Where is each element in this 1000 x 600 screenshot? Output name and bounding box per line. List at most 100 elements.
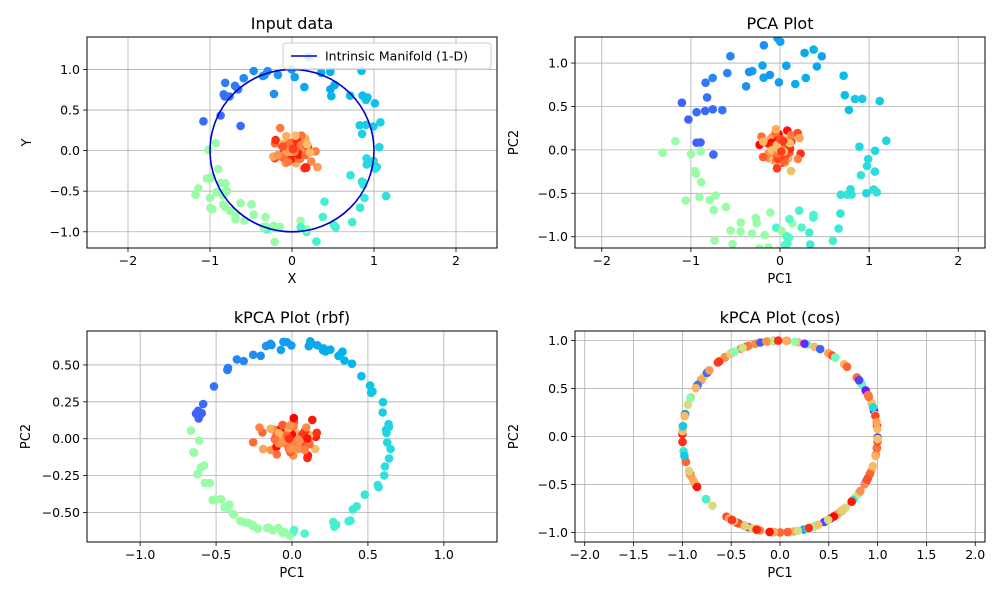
data-point (199, 461, 209, 470)
data-point (296, 216, 305, 226)
x-tick-label: −0.5 (201, 547, 231, 562)
data-point (842, 362, 852, 372)
data-point (709, 150, 718, 159)
data-point (271, 135, 280, 145)
data-point (348, 505, 358, 514)
data-point (805, 240, 815, 248)
data-point (727, 515, 737, 525)
data-point (312, 237, 321, 246)
legend-box (282, 42, 492, 70)
y-tick-label: −0.5 (50, 184, 80, 199)
data-point (773, 336, 783, 345)
data-point (869, 185, 878, 194)
data-point (202, 174, 212, 183)
data-point (261, 212, 270, 222)
data-point (690, 166, 700, 176)
data-point (696, 147, 705, 156)
data-point (293, 435, 303, 444)
data-point (823, 515, 833, 525)
y-tick-label: 0.0 (548, 142, 568, 157)
data-point (384, 422, 394, 432)
data-point (805, 228, 814, 237)
data-point (801, 73, 811, 83)
data-point (291, 131, 300, 140)
data-point (856, 486, 865, 496)
data-point (863, 154, 873, 164)
x-tick-label: 1.0 (434, 547, 454, 562)
y-tick-label: −0.50 (42, 505, 80, 520)
x-tick-label: 0 (776, 253, 784, 268)
data-point (272, 450, 282, 459)
data-point (220, 202, 230, 212)
data-point (318, 345, 328, 355)
data-point (313, 162, 322, 172)
x-tick-label: −1.0 (125, 547, 155, 562)
data-point (812, 62, 822, 71)
data-point (873, 424, 882, 434)
data-point (700, 106, 710, 116)
data-point (378, 397, 388, 407)
data-point (307, 157, 316, 166)
data-point (279, 337, 288, 347)
data-point (326, 67, 335, 77)
data-point (784, 233, 794, 242)
data-point (721, 202, 731, 212)
data-point (837, 506, 847, 515)
chart-title: Input data (251, 14, 334, 33)
data-point (247, 200, 256, 209)
data-point (760, 230, 769, 240)
data-point (275, 222, 285, 232)
data-point (331, 520, 341, 530)
data-point (709, 205, 718, 215)
data-point (376, 118, 385, 127)
y-tick-label: −0.5 (538, 477, 568, 492)
data-point (199, 117, 208, 126)
data-point (683, 400, 693, 410)
data-point (301, 163, 311, 172)
data-point (708, 501, 717, 511)
legend-entry: Intrinsic Manifold (1-D) (325, 49, 468, 64)
data-point (862, 188, 871, 198)
data-point (236, 516, 245, 526)
data-point (726, 226, 735, 235)
data-point (249, 210, 258, 219)
data-point (868, 461, 878, 471)
data-point (204, 145, 213, 155)
data-point (846, 185, 855, 194)
data-point (678, 422, 688, 431)
data-point (730, 347, 739, 356)
scatter-points (678, 336, 882, 537)
y-tick-label: −0.5 (538, 186, 568, 201)
data-point (711, 191, 720, 200)
y-tick-label: 0.25 (52, 394, 80, 409)
data-point (777, 147, 786, 156)
x-tick-label: 0.0 (282, 547, 302, 562)
data-point (305, 148, 315, 157)
data-point (695, 192, 704, 202)
data-point (357, 129, 367, 139)
data-point (318, 212, 328, 222)
scatter-points (191, 52, 391, 247)
data-point (817, 52, 827, 61)
data-point (255, 423, 264, 432)
x-axis-label: PC1 (279, 566, 304, 581)
data-point (691, 383, 701, 393)
data-point (723, 68, 732, 78)
data-point (270, 435, 280, 444)
y-tick-label: 0.5 (548, 381, 568, 396)
data-point (302, 423, 311, 432)
data-point (868, 403, 878, 412)
y-tick-label: 1.0 (60, 62, 80, 77)
data-point (266, 339, 275, 349)
data-point (834, 224, 843, 233)
data-point (289, 525, 299, 535)
x-tick-label: 1 (865, 253, 873, 268)
data-point (862, 161, 872, 171)
data-point (677, 98, 687, 107)
legend: Intrinsic Manifold (1-D) (282, 42, 492, 70)
data-point (374, 482, 383, 492)
data-point (312, 428, 322, 438)
data-point (839, 71, 848, 80)
data-point (780, 240, 790, 248)
